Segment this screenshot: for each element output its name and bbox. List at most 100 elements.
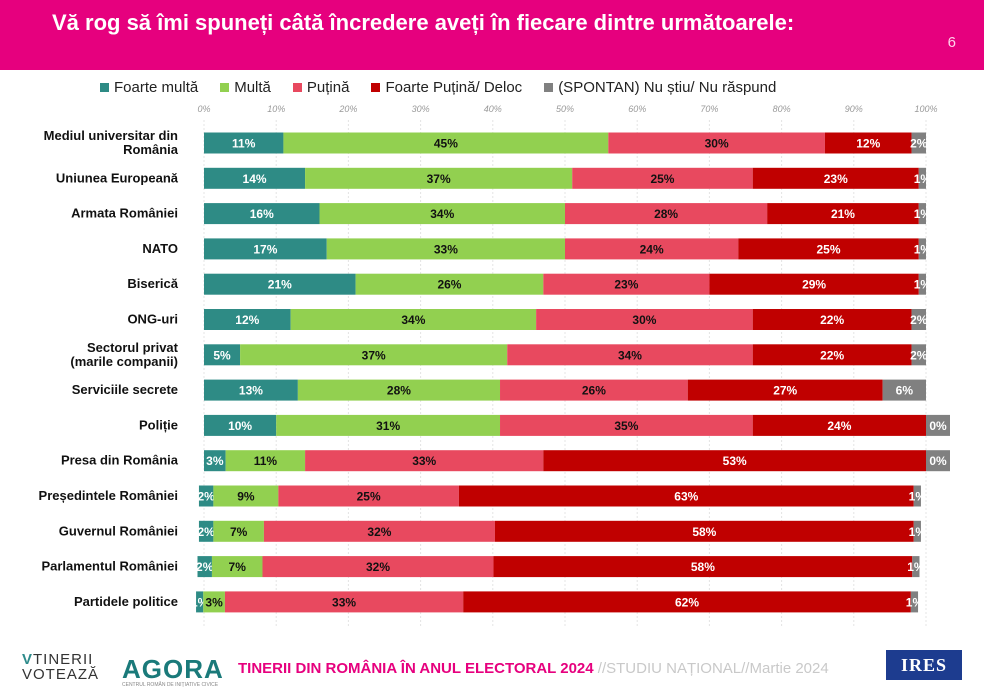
bar-segment — [565, 203, 768, 225]
data-label: 26% — [582, 384, 606, 398]
data-label: 53% — [723, 454, 747, 468]
footer-survey-info: TINERII DIN ROMÂNIA ÎN ANUL ELECTORAL 20… — [238, 660, 829, 677]
bar-segment — [305, 167, 573, 189]
bar-segment — [572, 167, 753, 189]
agora-subtitle: CENTRUL ROMÂN DE INIȚIATIVE CIVICE — [122, 682, 219, 688]
category-label: Guvernul României — [59, 523, 178, 538]
bar-segment — [752, 414, 926, 436]
bar-segment — [276, 414, 501, 436]
page-title: Vă rog să îmi spuneți câtă încredere ave… — [52, 10, 795, 35]
bar-segment — [305, 450, 544, 472]
bar-segment — [204, 273, 356, 295]
legend-label: Puțină — [306, 78, 350, 96]
bar-segment — [913, 485, 921, 507]
legend-label: (SPONTAN) Nu știu/ Nu răspund — [558, 78, 777, 96]
data-label: 21% — [831, 207, 855, 221]
legend-item: Foarte multă — [100, 79, 198, 96]
x-tick-label: 40% — [484, 104, 502, 114]
data-label: 1% — [914, 207, 932, 221]
slide-number: 6 — [947, 34, 956, 51]
bar-segment — [500, 379, 688, 401]
x-tick-label: 0% — [197, 104, 210, 114]
data-label: 11% — [232, 137, 256, 151]
chart-legend: Foarte multă Multă Puțină Foarte Puțină/ De… — [100, 78, 798, 96]
legend-swatch — [371, 82, 381, 92]
data-label: 33% — [434, 242, 458, 256]
data-label: 30% — [632, 313, 656, 327]
data-label: 45% — [434, 137, 458, 151]
legend-swatch — [292, 82, 302, 92]
data-label: 7% — [230, 525, 248, 539]
bar-segment — [204, 238, 327, 260]
x-tick-label: 90% — [845, 104, 863, 114]
data-label: 3% — [206, 454, 224, 468]
x-tick-label: 80% — [773, 104, 791, 114]
data-label: 1% — [914, 278, 932, 292]
bar-segment — [500, 414, 753, 436]
bar-segment — [910, 591, 919, 613]
bar-segment — [912, 556, 920, 578]
category-label: Sectorul privat — [87, 340, 179, 355]
bar-segment — [918, 167, 926, 189]
data-label: 13% — [239, 384, 263, 398]
data-label: 6% — [896, 384, 914, 398]
voteaza-text: VOTEAZĂ — [22, 666, 100, 683]
data-label: 2% — [197, 490, 215, 504]
legend-label: Foarte multă — [114, 78, 199, 96]
data-label: 34% — [401, 313, 425, 327]
bar-segment — [752, 309, 912, 330]
data-label: 29% — [802, 278, 826, 292]
legend-item: (SPONTAN) Nu știu/ Nu răspund — [544, 79, 776, 96]
bar-segment — [752, 167, 919, 189]
category-label: (marile companii) — [70, 354, 178, 369]
data-label: 1% — [914, 172, 932, 186]
x-tick-label: 10% — [267, 104, 285, 114]
category-label: România — [123, 142, 179, 157]
data-label: 2% — [196, 560, 214, 574]
data-label: 58% — [692, 525, 716, 539]
x-tick-label: 100% — [914, 104, 937, 114]
data-label: 7% — [229, 560, 247, 574]
bar-segment — [204, 344, 241, 366]
data-label: 21% — [268, 278, 292, 292]
bar-segment — [687, 379, 883, 401]
bar-segment — [204, 203, 320, 225]
data-label: 34% — [430, 207, 454, 221]
bar-segment — [262, 556, 494, 578]
data-label: 9% — [237, 490, 255, 504]
category-label: Președintele României — [39, 488, 178, 503]
data-label: 2% — [910, 313, 928, 327]
legend-swatch — [100, 82, 109, 92]
data-label: 30% — [705, 137, 729, 151]
bar-segment — [204, 132, 284, 154]
bar-segment — [290, 309, 537, 330]
data-label: 16% — [250, 207, 274, 221]
bar-segment — [355, 273, 544, 295]
bar-segment — [709, 273, 919, 295]
footer-separator: // — [597, 660, 607, 677]
bar-segment — [224, 591, 464, 613]
category-label: Presa din România — [61, 453, 179, 468]
survey-type: STUDIU NAȚIONAL — [606, 660, 742, 677]
data-label: 12% — [235, 313, 259, 327]
data-label: 32% — [367, 525, 391, 539]
x-tick-label: 30% — [412, 104, 430, 114]
data-label: 10% — [228, 419, 252, 433]
data-label: 1% — [909, 525, 927, 539]
data-label: 62% — [675, 595, 699, 609]
category-label: Biserică — [127, 276, 178, 291]
data-label: 22% — [820, 348, 844, 362]
data-label: 34% — [618, 348, 642, 362]
data-label: 14% — [243, 172, 267, 186]
category-label: Uniunea Europeană — [56, 170, 179, 185]
x-tick-label: 50% — [556, 104, 574, 114]
survey-date: Martie 2024 — [749, 660, 829, 677]
x-tick-label: 70% — [700, 104, 718, 114]
data-label: 28% — [387, 384, 411, 398]
legend-item: Multă — [220, 79, 271, 96]
data-label: 24% — [827, 419, 851, 433]
bar-segment — [493, 556, 913, 578]
bar-segment — [213, 520, 264, 542]
category-label: Partidele politice — [74, 594, 178, 609]
bar-segment — [458, 485, 914, 507]
